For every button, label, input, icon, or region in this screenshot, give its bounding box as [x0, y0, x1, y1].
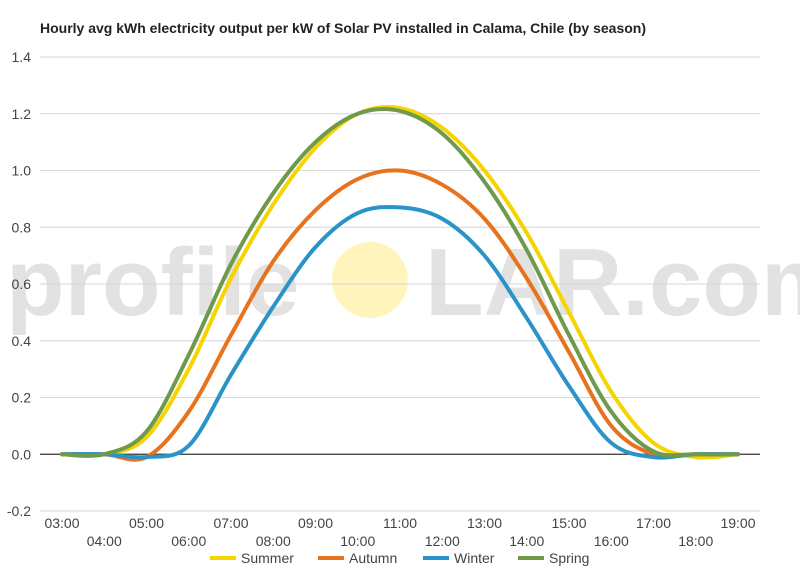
y-axis-ticks: -0.2 0.0 0.2 0.4 0.6 0.8 1.0 1.2 1.4 [7, 49, 31, 519]
x-tick-label: 09:00 [298, 515, 333, 531]
y-tick-label: 0.8 [12, 219, 32, 235]
x-tick-label: 16:00 [594, 533, 629, 549]
x-tick-label: 04:00 [87, 533, 122, 549]
legend-label: Summer [241, 550, 294, 566]
x-tick-label: 12:00 [425, 533, 460, 549]
legend-item-spring: Spring [518, 550, 589, 566]
series-line-autumn [60, 168, 740, 462]
y-tick-label: 1.0 [12, 163, 32, 179]
y-tick-label: 1.2 [12, 106, 32, 122]
legend-label: Autumn [349, 550, 397, 566]
watermark-sun-icon [332, 242, 408, 318]
legend: Summer Autumn Winter Spring [210, 550, 589, 566]
x-tick-label: 03:00 [44, 515, 79, 531]
legend-item-winter: Winter [423, 550, 495, 566]
watermark-text-right: LAR.com [425, 229, 800, 336]
watermark: profile LAR.com [6, 229, 800, 336]
series-line-winter [60, 204, 740, 460]
gridlines [40, 56, 760, 512]
watermark-text-left: profile [6, 229, 299, 336]
y-tick-label: 0.6 [12, 276, 32, 292]
y-tick-label: 0.0 [12, 446, 32, 462]
x-tick-label: 11:00 [383, 515, 417, 531]
series-line-spring [60, 106, 740, 458]
y-tick-label: 1.4 [12, 49, 32, 65]
x-axis-ticks: 03:00 04:00 05:00 06:00 07:00 08:00 09:00 10:00… [44, 515, 755, 549]
chart-title: Hourly avg kWh electricity output per kW… [40, 20, 646, 36]
series-line-summer [60, 105, 740, 460]
x-tick-label: 06:00 [171, 533, 206, 549]
x-tick-label: 10:00 [340, 533, 375, 549]
x-tick-label: 17:00 [636, 515, 671, 531]
x-tick-label: 18:00 [678, 533, 713, 549]
x-tick-label: 19:00 [720, 515, 755, 531]
x-tick-label: 14:00 [509, 533, 544, 549]
series-lines [60, 105, 740, 462]
legend-item-summer: Summer [210, 550, 294, 566]
x-tick-label: 08:00 [256, 533, 291, 549]
legend-label: Winter [454, 550, 495, 566]
x-tick-label: 15:00 [551, 515, 586, 531]
legend-label: Spring [549, 550, 589, 566]
x-tick-label: 13:00 [467, 515, 502, 531]
x-tick-label: 05:00 [129, 515, 164, 531]
y-tick-label: 0.2 [12, 390, 32, 406]
y-tick-label: 0.4 [12, 333, 32, 349]
y-tick-label: -0.2 [7, 503, 31, 519]
x-tick-label: 07:00 [213, 515, 248, 531]
legend-item-autumn: Autumn [318, 550, 397, 566]
